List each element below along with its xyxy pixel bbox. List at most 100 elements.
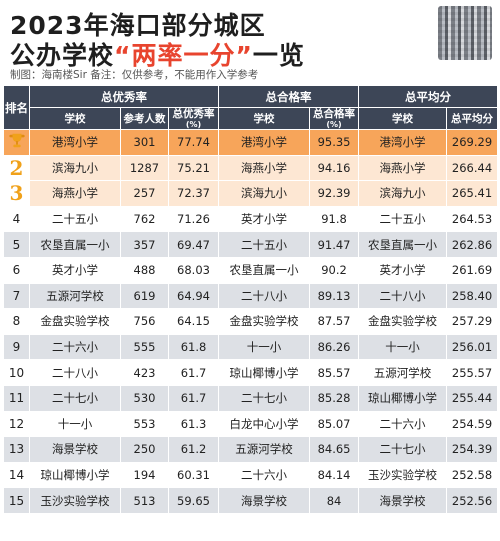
count-cell: 513: [120, 487, 169, 514]
school-header-2: 学校: [218, 107, 311, 130]
excellent-rate-cell: 61.7: [167, 384, 220, 412]
excellent-rate-cell: 61.7: [167, 359, 220, 386]
rank-cell: [3, 129, 30, 156]
avg-score-cell: 256.01: [446, 333, 499, 361]
pass-school-cell: 五源河学校: [218, 436, 311, 463]
pass-rate-cell: 89.13: [309, 282, 360, 310]
pass-rate-label: 总合格率: [313, 108, 356, 120]
excellent-rate-cell: 77.74: [167, 129, 220, 156]
pass-rate-cell: 91.8: [309, 205, 360, 233]
rank-cell: 14: [3, 461, 30, 489]
qr-code-image: [438, 6, 492, 60]
pass-school-cell: 十一小: [218, 333, 311, 361]
excellent-school-cell: 英才小学: [29, 256, 121, 284]
avg-score-header: 总平均分: [446, 107, 499, 130]
table-row: 13 海景学校 250 61.2 五源河学校 84.65 二十七小 254.39: [3, 436, 499, 463]
pass-school-cell: 白龙中心小学: [218, 410, 311, 438]
rank-cell: 13: [3, 436, 30, 463]
pass-rate-cell: 84: [309, 487, 360, 514]
avg-school-cell: 滨海九小: [358, 180, 448, 207]
avg-school-cell: 琼山椰博小学: [358, 384, 448, 412]
table-row: 5 农垦直属一小 357 69.47 二十五小 91.47 农垦直属一小 262.86: [3, 231, 499, 258]
excellent-rate-cell: 61.2: [167, 436, 220, 463]
excellent-school-cell: 五源河学校: [29, 282, 121, 310]
excellent-rate-cell: 61.8: [167, 333, 220, 361]
pass-school-cell: 二十五小: [218, 231, 311, 258]
avg-score-cell: 262.86: [446, 231, 499, 258]
rank-cell: 5: [3, 231, 30, 258]
excellent-rate-cell: 64.15: [167, 308, 220, 335]
excellent-rate-cell: 68.03: [167, 256, 220, 284]
pass-rate-cell: 90.2: [309, 256, 360, 284]
excellent-school-cell: 海燕小学: [29, 180, 121, 207]
avg-score-cell: 258.40: [446, 282, 499, 310]
avg-school-cell: 十一小: [358, 333, 448, 361]
title-part-a: 公办学校: [10, 41, 115, 70]
count-cell: 530: [120, 384, 169, 412]
table-row: 15 玉沙实验学校 513 59.65 海景学校 84 海景学校 252.56: [3, 487, 499, 514]
pass-rate-cell: 91.47: [309, 231, 360, 258]
count-header: 参考人数: [120, 107, 169, 130]
title-highlight: “两率一分”: [114, 41, 253, 70]
excellent-rate-cell: 71.26: [167, 205, 220, 233]
excellent-rate-cell: 59.65: [167, 487, 220, 514]
excellent-rate-label: 总优秀率: [172, 108, 215, 120]
avg-score-cell: 264.53: [446, 205, 499, 233]
table-row: 7 五源河学校 619 64.94 二十八小 89.13 二十八小 258.40: [3, 282, 499, 310]
table-row: 10 二十八小 423 61.7 琼山椰博小学 85.57 五源河学校 255.57: [3, 359, 499, 386]
pass-group-header: 总合格率: [218, 85, 360, 108]
avg-score-cell: 254.59: [446, 410, 499, 438]
school-header-1: 学校: [29, 107, 121, 130]
avg-score-cell: 261.69: [446, 256, 499, 284]
table-row: 4 二十五小 762 71.26 英才小学 91.8 二十五小 264.53: [3, 205, 499, 233]
pct-unit-2: (%): [326, 120, 342, 129]
avg-school-cell: 金盘实验学校: [358, 308, 448, 335]
excellent-school-cell: 二十七小: [29, 384, 121, 412]
page-title-line-1: 2023年海口部分城区: [10, 11, 266, 40]
table-row: 港湾小学 301 77.74 港湾小学 95.35 港湾小学 269.29: [3, 129, 499, 156]
count-cell: 194: [120, 461, 169, 489]
count-cell: 423: [120, 359, 169, 386]
ranking-table: 排名 总优秀率 总合格率 总平均分 学校 参考人数 总优秀率 (%) 学校 总合格…: [3, 85, 499, 514]
pass-rate-cell: 92.39: [309, 180, 360, 207]
avg-school-cell: 海景学校: [358, 487, 448, 514]
count-cell: 257: [120, 180, 169, 207]
rank-cell: 2: [3, 154, 30, 182]
avg-school-cell: 二十六小: [358, 410, 448, 438]
table-row: 3 海燕小学 257 72.37 滨海九小 92.39 滨海九小 265.41: [3, 180, 499, 207]
excellent-group-header: 总优秀率: [28, 85, 220, 108]
excellent-school-cell: 二十八小: [29, 359, 121, 386]
rank-medal-number: 3: [9, 181, 24, 206]
count-cell: 555: [120, 333, 169, 361]
pass-school-cell: 二十六小: [218, 461, 311, 489]
pass-school-cell: 农垦直属一小: [218, 256, 311, 284]
excellent-school-cell: 滨海九小: [29, 154, 121, 182]
table-row: 2 滨海九小 1287 75.21 海燕小学 94.16 海燕小学 266.44: [3, 154, 499, 182]
excellent-school-cell: 海景学校: [29, 436, 121, 463]
pass-school-cell: 英才小学: [218, 205, 311, 233]
rank-cell: 12: [3, 410, 30, 438]
pass-rate-cell: 84.65: [309, 436, 360, 463]
rank-cell: 8: [3, 308, 30, 335]
excellent-rate-cell: 60.31: [167, 461, 220, 489]
pass-school-cell: 二十七小: [218, 384, 311, 412]
excellent-school-cell: 二十五小: [29, 205, 121, 233]
count-cell: 357: [120, 231, 169, 258]
count-cell: 250: [120, 436, 169, 463]
avg-score-cell: 252.56: [446, 487, 499, 514]
excellent-rate-header: 总优秀率 (%): [167, 107, 220, 130]
avg-school-cell: 二十七小: [358, 436, 448, 463]
avg-score-cell: 266.44: [446, 154, 499, 182]
rank-cell: 7: [3, 282, 30, 310]
excellent-school-cell: 农垦直属一小: [29, 231, 121, 258]
avg-score-cell: 257.29: [446, 308, 499, 335]
pass-school-cell: 二十八小: [218, 282, 311, 310]
excellent-school-cell: 金盘实验学校: [29, 308, 121, 335]
excellent-rate-cell: 72.37: [167, 180, 220, 207]
avg-school-cell: 二十八小: [358, 282, 448, 310]
pass-rate-cell: 86.26: [309, 333, 360, 361]
pass-school-cell: 滨海九小: [218, 180, 311, 207]
trophy-icon: [8, 133, 25, 148]
rank-cell: 3: [3, 180, 30, 207]
avg-score-cell: 252.58: [446, 461, 499, 489]
